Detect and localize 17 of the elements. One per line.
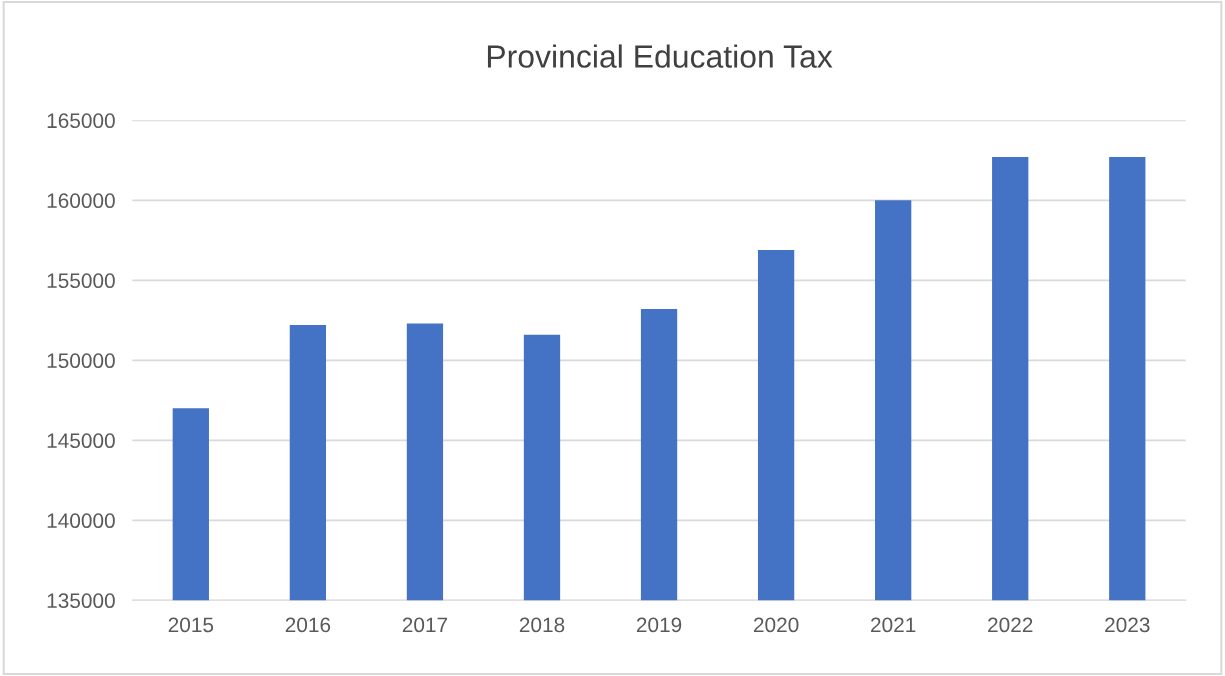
- y-tick-label: 155000: [47, 273, 115, 289]
- x-tick-label: 2020: [753, 617, 799, 633]
- x-tick-label: 2015: [168, 617, 214, 633]
- x-tick-label: 2018: [519, 617, 565, 633]
- x-tick-label: 2023: [1105, 617, 1150, 633]
- x-tick-label: 2016: [285, 617, 331, 633]
- y-tick-label: 160000: [47, 193, 115, 209]
- y-tick-label: 140000: [47, 513, 115, 529]
- x-tick-label: 2019: [636, 617, 682, 633]
- x-tick-label: 2021: [871, 617, 916, 633]
- x-tick-label: 2022: [988, 617, 1033, 633]
- y-tick-label: 145000: [47, 433, 115, 449]
- y-tick-label: 135000: [47, 593, 115, 609]
- y-tick-label: 165000: [47, 113, 115, 129]
- x-tick-label: 2017: [402, 617, 448, 633]
- y-tick-label: 150000: [47, 353, 115, 369]
- chart-title: Provincial Education Tax: [487, 44, 833, 68]
